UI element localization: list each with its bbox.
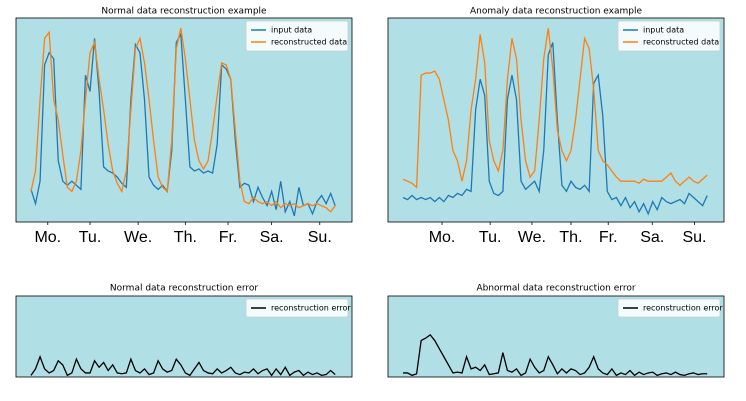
chart-title: Anomaly data reconstruction example bbox=[470, 7, 643, 17]
chart-title: Normal data reconstruction example bbox=[101, 7, 267, 17]
legend-label: reconstruction error bbox=[643, 304, 723, 313]
x-tick-label: Th. bbox=[559, 229, 582, 246]
x-tick-label: We. bbox=[124, 229, 152, 246]
legend-label: reconstructed data bbox=[643, 38, 719, 47]
x-tick-label: Fr. bbox=[599, 229, 618, 246]
chart-title: Abnormal data reconstruction error bbox=[476, 284, 635, 294]
data-line bbox=[30, 28, 336, 213]
x-tick-label: Su. bbox=[308, 229, 332, 246]
data-line bbox=[402, 42, 708, 216]
x-tick-label: Mo. bbox=[429, 229, 456, 246]
x-tick-label: Sa. bbox=[640, 229, 664, 246]
legend-box bbox=[245, 20, 349, 52]
chart-title: Normal data reconstruction error bbox=[110, 284, 259, 294]
x-tick-label: We. bbox=[518, 229, 546, 246]
x-tick-label: Tu. bbox=[79, 229, 102, 246]
x-tick-label: Fr. bbox=[219, 229, 238, 246]
legend-box bbox=[617, 298, 721, 318]
data-line bbox=[402, 28, 708, 189]
data-line bbox=[402, 333, 708, 377]
x-tick-label: Tu. bbox=[479, 229, 502, 246]
legend-label: reconstructed data bbox=[271, 38, 347, 47]
legend-label: reconstruction error bbox=[271, 304, 351, 313]
x-tick-label: Su. bbox=[682, 229, 706, 246]
legend-box bbox=[245, 298, 349, 318]
x-tick-label: Sa. bbox=[260, 229, 284, 246]
data-line bbox=[30, 354, 336, 377]
data-line bbox=[30, 32, 336, 217]
legend-box bbox=[617, 20, 721, 52]
legend-label: input data bbox=[643, 26, 684, 35]
x-tick-label: Th. bbox=[174, 229, 197, 246]
legend-label: input data bbox=[271, 26, 312, 35]
x-tick-label: Mo. bbox=[34, 229, 61, 246]
